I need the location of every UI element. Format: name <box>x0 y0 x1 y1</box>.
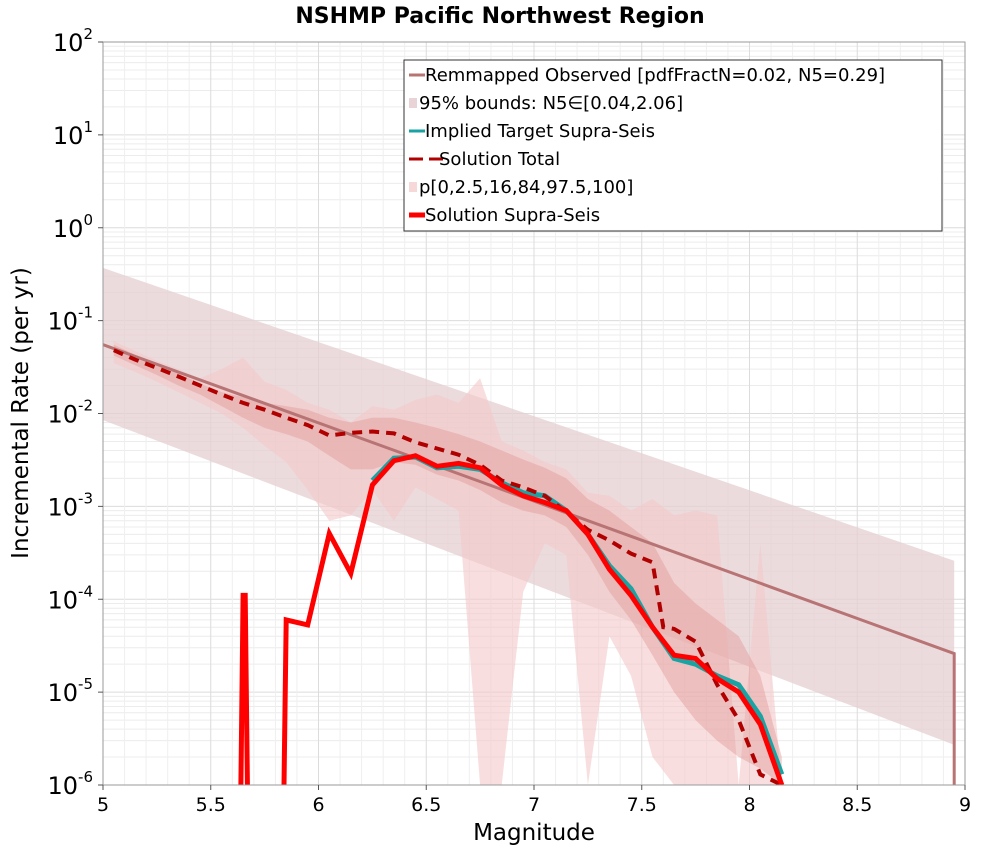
x-axis-ticks: 5 5.5 6 6.5 7 7.5 8 8.5 9 <box>97 785 971 816</box>
solution-total-line <box>112 348 783 785</box>
x-tick-label: 5.5 <box>196 794 226 816</box>
y-tick-label: 102 <box>53 25 93 57</box>
legend-box <box>403 59 943 232</box>
legend-label-remapped: Remmapped Observed [pdfFractN=0.02, N5=0… <box>425 65 885 86</box>
y-tick-label: 10-1 <box>47 304 93 336</box>
percentile-band-outer <box>113 341 782 785</box>
y-tick-label: 10-5 <box>47 675 93 707</box>
plot-area <box>103 267 956 785</box>
x-tick-label: 7 <box>528 794 540 816</box>
percentile-band-inner <box>113 344 782 785</box>
x-tick-label: 9 <box>959 794 971 816</box>
x-tick-label: 8.5 <box>842 794 872 816</box>
legend-swatch-percentile <box>409 182 417 192</box>
y-axis-label: Incremental Rate (per yr) <box>8 267 34 559</box>
x-axis-label: Magnitude <box>473 820 595 846</box>
y-tick-label: 10-4 <box>47 582 93 614</box>
remapped-observed-line <box>103 343 956 785</box>
x-tick-label: 6.5 <box>411 794 441 816</box>
solution-supra-seis-line <box>238 592 250 785</box>
y-tick-label: 100 <box>53 211 93 243</box>
legend: Remmapped Observed [pdfFractN=0.02, N5=0… <box>403 59 943 232</box>
x-tick-label: 5 <box>97 794 109 816</box>
y-tick-label: 101 <box>53 118 93 150</box>
chart-title: NSHMP Pacific Northwest Region <box>295 4 704 29</box>
x-tick-label: 6 <box>312 794 324 816</box>
legend-label-implied: Implied Target Supra-Seis <box>425 121 655 142</box>
legend-label-percentile: p[0,2.5,16,84,97.5,100] <box>419 177 633 198</box>
y-axis-ticks: 10-6 10-5 10-4 10-3 10-2 10-1 100 101 102 <box>47 25 103 800</box>
y-tick-label: 10-6 <box>47 768 93 800</box>
x-tick-label: 8 <box>743 794 755 816</box>
legend-label-solution_total: Solution Total <box>439 149 560 170</box>
x-tick-label: 7.5 <box>627 794 657 816</box>
solution-supra-seis-line <box>281 453 785 785</box>
y-tick-label: 10-3 <box>47 489 93 521</box>
y-tick-label: 10-2 <box>47 397 93 429</box>
legend-label-bounds95: 95% bounds: N5∈[0.04,2.06] <box>419 93 683 114</box>
legend-swatch-bounds95 <box>409 98 417 108</box>
legend-label-supra: Solution Supra-Seis <box>425 205 600 226</box>
